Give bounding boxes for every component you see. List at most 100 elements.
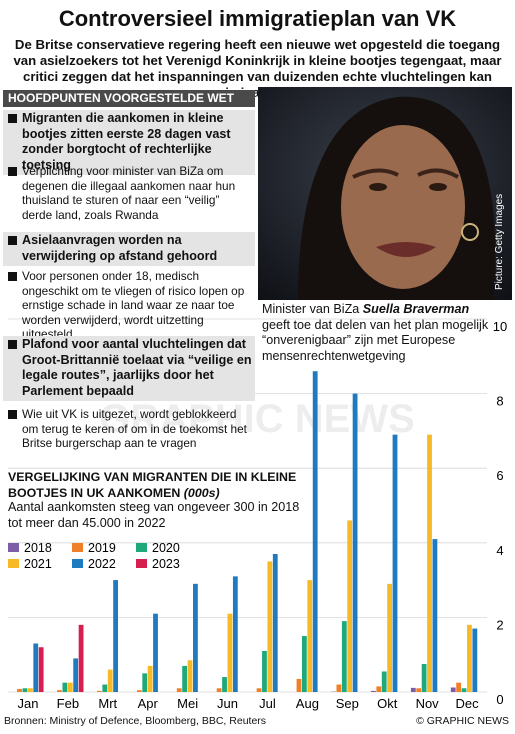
bar: [33, 643, 39, 692]
bar: [142, 673, 148, 692]
bar: [102, 684, 108, 692]
legend-label: 2018: [24, 541, 52, 555]
photo-caption: Minister van BiZa Suella Braverman geeft…: [262, 302, 494, 364]
bar: [96, 690, 102, 692]
bar: [472, 628, 478, 692]
bar: [336, 684, 342, 692]
bar: [216, 688, 222, 692]
x-tick-label: Jan: [17, 696, 38, 711]
key-point: Wie uit VK is uitgezet, wordt geblokkeer…: [3, 406, 255, 453]
bullet: [8, 167, 17, 176]
bar: [193, 583, 198, 692]
bar: [387, 583, 393, 692]
bar: [421, 664, 427, 692]
bar: [467, 624, 472, 692]
y-tick-label: 6: [496, 468, 503, 483]
chart-title: VERGELIJKING VAN MIGRANTEN DIE IN KLEINE…: [8, 469, 298, 501]
bar: [17, 689, 22, 692]
bar: [267, 561, 273, 692]
x-tick-label: Feb: [57, 696, 79, 711]
legend-swatch: [8, 543, 19, 552]
bar: [67, 682, 73, 692]
y-tick-label: 10: [493, 319, 507, 334]
bar: [312, 371, 318, 692]
bar: [262, 650, 267, 692]
bar: [62, 682, 68, 692]
bar: [22, 688, 28, 692]
photo-credit: Picture: Getty Images: [494, 193, 505, 290]
bar: [57, 690, 62, 692]
bar: [136, 690, 142, 692]
watermark: GRAPHIC NEWS: [99, 397, 415, 441]
caption-name: Suella Braverman: [362, 302, 470, 316]
legend-swatch: [72, 543, 83, 552]
chart-unit: (000s): [183, 486, 220, 500]
bar: [352, 393, 358, 692]
x-tick-label: Mrt: [98, 696, 117, 711]
chart-subtitle: Aantal aankomsten steeg van ongeveer 300…: [8, 500, 300, 530]
bullet: [8, 410, 17, 419]
x-tick-label: Jul: [259, 696, 276, 711]
bullet: [8, 272, 17, 281]
x-tick-label: Apr: [138, 696, 159, 711]
bar: [450, 687, 456, 692]
photo: [258, 87, 512, 300]
key-point: Plafond voor aantal vluchtelingen dat Gr…: [3, 336, 255, 401]
bar: [176, 688, 182, 692]
x-tick-label: Okt: [377, 696, 398, 711]
bar: [113, 580, 118, 692]
legend-swatch: [72, 559, 83, 568]
legend-label: 2021: [24, 557, 52, 571]
key-point: Asielaanvragen worden na verwijdering op…: [3, 232, 255, 266]
bar: [153, 613, 158, 692]
bar: [392, 434, 398, 692]
legend-swatch: [136, 559, 147, 568]
bar: [78, 624, 84, 692]
bar: [187, 660, 193, 692]
x-tick-label: Nov: [416, 696, 440, 711]
copyright: © GRAPHIC NEWS: [416, 715, 509, 727]
key-points-heading: HOOFDPUNTEN VOORGESTELDE WET: [3, 90, 255, 107]
title: Controversieel immigratieplan van VK: [58, 6, 457, 31]
bar: [107, 669, 113, 692]
bar: [27, 688, 33, 692]
bar: [381, 671, 387, 692]
bullet: [8, 340, 17, 349]
legend-label: 2022: [88, 557, 116, 571]
y-tick-label: 4: [496, 543, 503, 558]
bar: [182, 665, 188, 692]
y-tick-label: 8: [496, 394, 503, 409]
bar: [432, 539, 438, 692]
key-point: Verplichting voor minister van BiZa om d…: [3, 163, 255, 224]
caption-text: geeft toe dat delen van het plan mogelij…: [262, 317, 489, 363]
x-tick-label: Sep: [336, 696, 359, 711]
caption-text: Minister van BiZa: [262, 302, 363, 316]
bar: [371, 690, 376, 692]
legend-label: 2020: [152, 541, 180, 555]
x-tick-label: Dec: [455, 696, 479, 711]
legend-swatch: [136, 543, 147, 552]
bar: [256, 688, 262, 692]
bar: [222, 677, 227, 692]
bar: [232, 576, 238, 692]
bullet: [8, 236, 17, 245]
bar: [301, 636, 307, 692]
chart-title-text: VERGELIJKING VAN MIGRANTEN DIE IN KLEINE…: [8, 470, 297, 500]
bar: [296, 678, 302, 692]
sources: Bronnen: Ministry of Defence, Bloomberg,…: [4, 715, 267, 727]
bar: [227, 613, 233, 692]
x-tick-label: Aug: [296, 696, 319, 711]
key-point: Migranten die aankomen in kleine bootjes…: [3, 110, 255, 175]
bar: [427, 434, 432, 692]
legend-swatch: [8, 559, 19, 568]
legend-label: 2023: [152, 557, 180, 571]
bar: [73, 658, 79, 692]
bar: [272, 553, 278, 692]
legend-label: 2019: [88, 541, 116, 555]
bar: [347, 520, 353, 692]
y-tick-label: 2: [496, 617, 503, 632]
y-tick-label: 0: [496, 692, 503, 707]
bar: [456, 682, 462, 692]
